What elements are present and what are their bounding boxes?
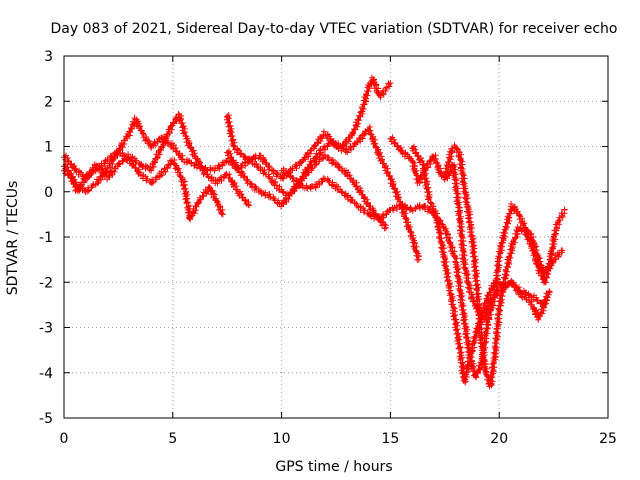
y-tick-label: 2 — [44, 94, 53, 110]
series-markers — [441, 142, 568, 390]
series-markers — [409, 143, 551, 386]
y-tick-label: -3 — [39, 321, 53, 337]
series-track-6 — [278, 165, 566, 381]
x-tick-label: 25 — [599, 431, 617, 447]
y-tick-label: 3 — [44, 49, 53, 65]
x-tick-label: 15 — [381, 431, 399, 447]
y-tick-label: -4 — [39, 366, 53, 382]
x-tick-label: 5 — [168, 431, 177, 447]
series-track-8 — [409, 143, 551, 386]
y-axis-label: SDTVAR / TECUs — [5, 181, 21, 296]
series-markers — [223, 74, 394, 199]
axis-ticks — [63, 55, 609, 419]
series-track-9 — [441, 142, 568, 390]
x-axis-label: GPS time / hours — [275, 459, 392, 475]
series-markers — [278, 165, 566, 381]
series-track-4 — [223, 74, 394, 199]
y-tick-label: 1 — [44, 140, 53, 156]
y-tick-label: -1 — [39, 230, 53, 246]
y-tick-label: 0 — [44, 185, 53, 201]
y-tick-label: -5 — [39, 411, 53, 427]
x-tick-label: 20 — [490, 431, 508, 447]
x-tick-label: 10 — [273, 431, 291, 447]
y-tick-labels: -5 -4 -3 -2 -1 0 1 2 3 — [39, 49, 53, 427]
x-tick-labels: 0 5 10 15 20 25 — [60, 431, 617, 447]
y-tick-label: -2 — [39, 275, 53, 291]
chart-title: Day 083 of 2021, Sidereal Day-to-day VTE… — [51, 21, 618, 37]
x-tick-label: 0 — [60, 431, 69, 447]
